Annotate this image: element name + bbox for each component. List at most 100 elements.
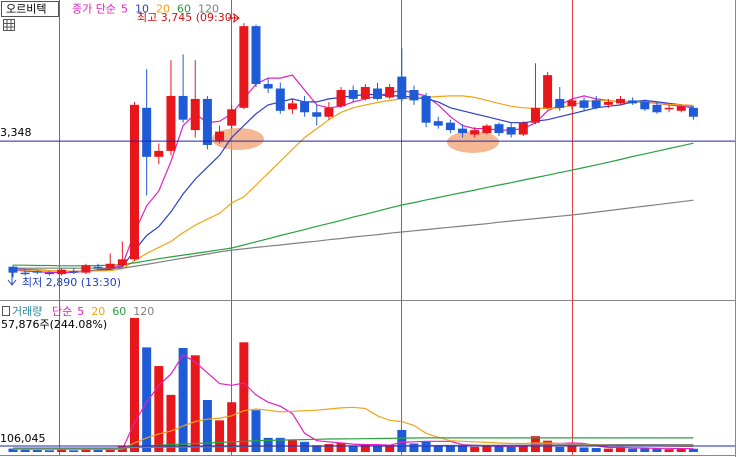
grid-icon[interactable] — [3, 19, 15, 31]
volume-bar — [93, 449, 103, 452]
volume-bar — [494, 446, 504, 452]
candle-body — [93, 266, 103, 269]
candle-body — [239, 26, 249, 108]
candle-body — [32, 271, 42, 273]
legend-entry: 60 — [112, 305, 126, 318]
volume-bar — [275, 437, 285, 452]
volume-current-label: 57,876주(244.08%) — [1, 318, 107, 331]
volume-bar — [470, 446, 480, 452]
volume-bar — [69, 450, 79, 452]
candle-body — [470, 130, 480, 135]
volume-bar — [409, 443, 419, 452]
candle-body — [676, 106, 686, 111]
volume-bar — [190, 355, 200, 452]
candle-body — [506, 127, 516, 135]
volume-legend-prefix: 단순 — [52, 305, 72, 318]
volume-bar — [130, 318, 139, 452]
legend-entry: 20 — [156, 3, 170, 16]
stock-name: 오르비텍 — [6, 3, 46, 16]
candle-body — [603, 101, 613, 105]
candle-body — [227, 109, 237, 126]
reference-label: 106,045 — [0, 432, 46, 445]
volume-bar — [44, 450, 54, 452]
volume-bar — [154, 366, 164, 452]
volume-bar — [105, 448, 115, 452]
candle-body — [57, 269, 67, 275]
candle-body — [81, 265, 91, 273]
volume-bar — [445, 446, 455, 452]
candle-body — [336, 90, 346, 107]
candle-body — [518, 122, 528, 135]
volume-bar — [336, 442, 346, 452]
volume-icon — [2, 306, 10, 316]
candle-body — [142, 107, 152, 157]
volume-bar — [324, 444, 334, 452]
volume-bar — [567, 445, 577, 452]
candle-body — [579, 100, 589, 108]
candle-body — [664, 107, 674, 110]
candle-body — [397, 76, 407, 99]
volume-bar — [603, 448, 613, 452]
volume-bar — [591, 448, 601, 452]
candle-body — [458, 128, 468, 134]
candle-body — [263, 84, 273, 89]
candle-body — [178, 95, 188, 120]
volume-bar — [385, 445, 395, 452]
volume-bar — [239, 342, 249, 452]
volume-bar — [433, 445, 443, 452]
stock-name-box[interactable] — [1, 1, 59, 17]
legend-entry: 120 — [198, 3, 219, 16]
candle-body — [8, 266, 18, 273]
candle-body — [409, 90, 419, 101]
candle-body — [482, 125, 492, 134]
volume-bar — [421, 441, 431, 452]
candle-body — [555, 98, 565, 108]
volume-bar — [518, 445, 528, 452]
moving-average — [13, 199, 694, 269]
volume-bar — [360, 444, 370, 452]
volume-bar — [20, 449, 30, 452]
volume-bar — [628, 448, 638, 452]
candle-body — [324, 107, 334, 117]
candle-body — [348, 90, 358, 99]
candle-body — [202, 98, 212, 145]
candle-body — [433, 121, 443, 126]
volume-bar — [555, 446, 565, 452]
volume-bar — [688, 448, 698, 452]
candle-body — [652, 104, 662, 113]
candle-body — [190, 98, 200, 131]
volume-bar — [616, 446, 625, 452]
high-label: 최고 3,745 (09:30) — [137, 11, 236, 24]
moving-average — [13, 353, 694, 450]
candle-body — [20, 272, 30, 275]
volume-bar — [664, 449, 674, 452]
candle-body — [312, 112, 322, 117]
candle-body — [543, 75, 553, 108]
candle-body — [215, 131, 225, 141]
candle-body — [373, 88, 382, 99]
candle-body — [117, 259, 127, 266]
candle-body — [69, 271, 79, 273]
candle-body — [494, 124, 504, 134]
grid-icon-lines — [3, 19, 15, 31]
candle-body — [628, 100, 638, 104]
high-arrow — [228, 13, 240, 23]
candle-body — [105, 263, 115, 269]
legend-entry: 5 — [121, 3, 128, 16]
candle-body — [300, 101, 310, 113]
candle-body — [154, 150, 164, 157]
volume-bar — [227, 402, 237, 452]
legend-entry: 5 — [77, 305, 84, 318]
volume-bar — [373, 446, 382, 452]
moving-average — [12, 74, 694, 274]
volume-legend-title: 거래량 — [12, 305, 42, 318]
highlight-ellipse — [447, 131, 499, 153]
candle-body — [44, 272, 54, 275]
candle-body — [130, 104, 139, 260]
volume-bar — [215, 420, 225, 452]
volume-bar — [166, 394, 176, 452]
volume-bar — [312, 445, 322, 452]
